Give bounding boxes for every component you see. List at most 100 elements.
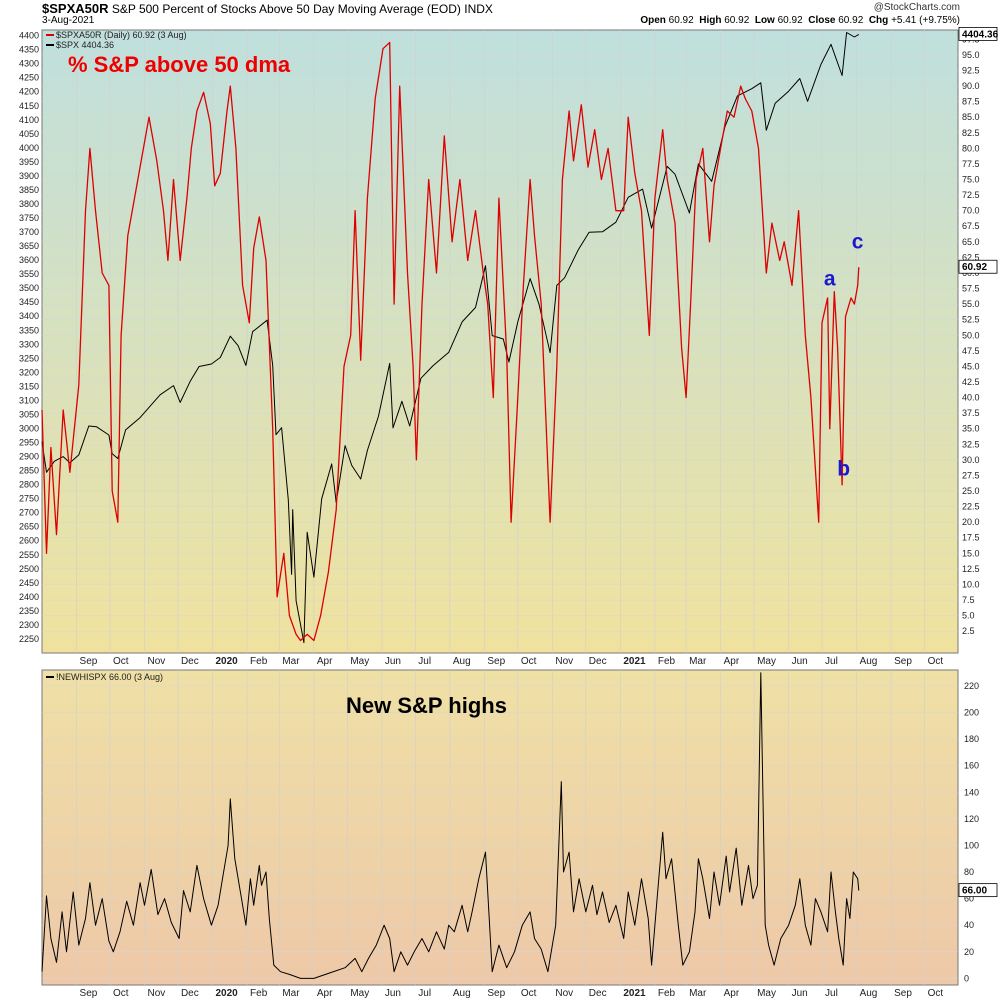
- top-x-tick-label: Dec: [181, 656, 199, 667]
- top-right-tick-label: 82.5: [962, 128, 980, 138]
- top-right-tick-label: 77.5: [962, 159, 980, 169]
- top-x-tick-label: 2021: [623, 656, 646, 667]
- bottom-x-tick-label: 2021: [623, 988, 646, 999]
- bottom-right-tick-label: 40: [964, 920, 974, 930]
- annotation-b: b: [837, 458, 850, 481]
- top-x-tick-label: Jun: [792, 656, 808, 667]
- top-right-tick-label: 17.5: [962, 533, 980, 543]
- low-value: 60.92: [777, 15, 803, 26]
- top-right-tick-label: 90.0: [962, 81, 980, 91]
- bottom-right-tick-label: 140: [964, 787, 979, 797]
- top-right-tick-label: 42.5: [962, 377, 980, 387]
- top-right-tick-label: 50.0: [962, 330, 980, 340]
- top-left-tick-label: 2600: [19, 536, 39, 546]
- top-left-tick-label: 2700: [19, 508, 39, 518]
- top-left-tick-label: 3650: [19, 241, 39, 251]
- top-left-tick-label: 3200: [19, 367, 39, 377]
- top-left-tick-label: 2750: [19, 494, 39, 504]
- spx-last-value: 4404.36: [962, 29, 999, 40]
- top-right-tick-label: 75.0: [962, 175, 980, 185]
- new-highs-last-value-box: [958, 883, 998, 898]
- spx-line: [41, 32, 860, 644]
- top-right-tick-label: 80.0: [962, 143, 980, 153]
- close-label: Close: [808, 15, 836, 26]
- top-x-tick-label: Oct: [928, 656, 944, 667]
- bottom-x-tick-label: Apr: [724, 988, 740, 999]
- bottom-x-tick-label: Aug: [453, 988, 471, 999]
- bottom-right-tick-label: 80: [964, 867, 974, 877]
- top-x-tick-label: Aug: [453, 656, 471, 667]
- top-right-tick-label: 32.5: [962, 439, 980, 449]
- bottom-x-tick-label: Jun: [792, 988, 808, 999]
- top-x-tick-label: Nov: [555, 656, 573, 667]
- top-right-tick-label: 40.0: [962, 393, 980, 403]
- bottom-panel-title: New S&P highs: [346, 693, 507, 718]
- top-left-tick-label: 2300: [19, 620, 39, 630]
- bottom-x-tick-label: Jul: [825, 988, 838, 999]
- top-left-tick-label: 3950: [19, 157, 39, 167]
- top-left-tick-label: 4100: [19, 115, 39, 125]
- high-label: High: [699, 15, 722, 26]
- top-left-tick-label: 2950: [19, 438, 39, 448]
- top-right-tick-label: 52.5: [962, 315, 980, 325]
- top-left-tick-label: 2250: [19, 634, 39, 644]
- bottom-x-tick-label: Jun: [385, 988, 401, 999]
- bottom-x-tick-label: 2020: [215, 988, 238, 999]
- bottom-x-tick-label: Nov: [148, 988, 166, 999]
- bottom-x-tick-label: Jul: [418, 988, 431, 999]
- top-right-tick-label: 65.0: [962, 237, 980, 247]
- bottom-x-tick-label: Apr: [317, 988, 333, 999]
- bottom-x-tick-label: Mar: [282, 988, 300, 999]
- top-right-tick-label: 95.0: [962, 50, 980, 60]
- top-x-tick-label: Feb: [658, 656, 676, 667]
- top-right-tick-label: 92.5: [962, 65, 980, 75]
- open-label: Open: [640, 15, 666, 26]
- top-left-tick-label: 2500: [19, 564, 39, 574]
- top-right-tick-label: 55.0: [962, 299, 980, 309]
- bottom-x-tick-label: Oct: [113, 988, 129, 999]
- top-right-tick-label: 72.5: [962, 190, 980, 200]
- chg-value: +5.41 (+9.75%): [891, 15, 960, 26]
- top-left-tick-label: 3250: [19, 353, 39, 363]
- top-right-tick-label: 27.5: [962, 470, 980, 480]
- top-x-tick-label: Mar: [282, 656, 300, 667]
- bottom-x-tick-label: Feb: [658, 988, 676, 999]
- top-left-tick-label: 3450: [19, 297, 39, 307]
- top-left-tick-label: 3500: [19, 283, 39, 293]
- bottom-x-tick-label: Sep: [487, 988, 505, 999]
- top-right-tick-label: 67.5: [962, 221, 980, 231]
- annotation-a: a: [824, 268, 836, 291]
- bottom-x-tick-label: Sep: [80, 988, 98, 999]
- top-right-tick-label: 62.5: [962, 252, 980, 262]
- top-left-tick-label: 3050: [19, 409, 39, 419]
- top-panel-background: [41, 29, 959, 654]
- top-left-tick-label: 4150: [19, 101, 39, 111]
- top-x-tick-label: Aug: [860, 656, 878, 667]
- bottom-right-tick-label: 120: [964, 814, 979, 824]
- top-right-tick-label: 15.0: [962, 548, 980, 558]
- top-left-tick-label: 3700: [19, 227, 39, 237]
- bottom-x-tick-label: Oct: [928, 988, 944, 999]
- low-label: Low: [754, 15, 775, 26]
- bottom-x-tick-label: Feb: [250, 988, 268, 999]
- top-x-tick-label: Apr: [724, 656, 740, 667]
- top-left-tick-label: 3800: [19, 199, 39, 209]
- top-left-tick-label: 2450: [19, 578, 39, 588]
- top-left-tick-label: 2550: [19, 550, 39, 560]
- symbol-description: S&P 500 Percent of Stocks Above 50 Day M…: [111, 2, 461, 16]
- top-x-tick-label: Apr: [317, 656, 333, 667]
- bottom-x-tick-label: Sep: [894, 988, 912, 999]
- brand-label: @StockCharts.com: [873, 2, 960, 13]
- top-x-tick-label: Oct: [521, 656, 537, 667]
- top-x-tick-label: Oct: [113, 656, 129, 667]
- top-x-tick-label: Jul: [418, 656, 431, 667]
- bottom-x-tick-label: Aug: [860, 988, 878, 999]
- top-left-tick-label: 4250: [19, 73, 39, 83]
- top-left-tick-label: 4350: [19, 45, 39, 55]
- bottom-right-tick-label: 220: [964, 681, 979, 691]
- top-right-tick-label: 35.0: [962, 424, 980, 434]
- top-left-tick-label: 4200: [19, 87, 39, 97]
- top-x-tick-label: Mar: [689, 656, 707, 667]
- top-left-tick-label: 3100: [19, 395, 39, 405]
